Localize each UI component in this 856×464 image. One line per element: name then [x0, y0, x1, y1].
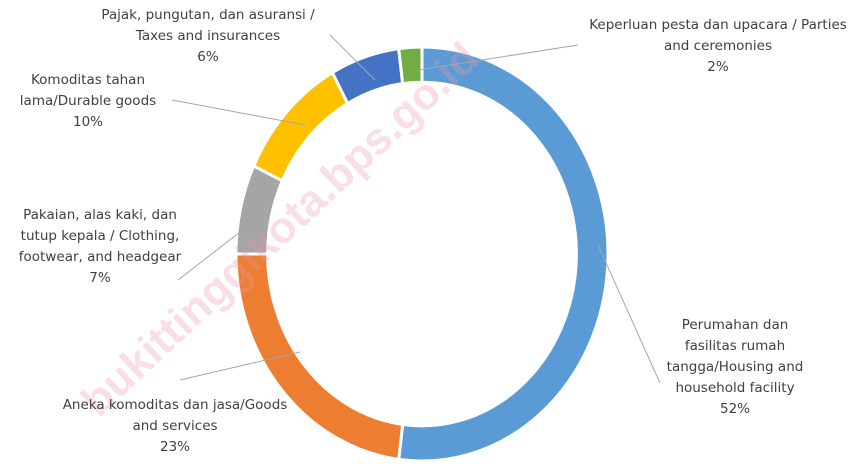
value-label: 2%: [707, 59, 729, 75]
value-label: 6%: [197, 49, 219, 65]
leader-line: [597, 244, 661, 384]
category-label: Komoditas tahan lama/Durable goods: [19, 72, 157, 109]
data-label: Komoditas tahan lama/Durable goods 10%: [3, 70, 173, 133]
category-label: Keperluan pesta dan upacara / Parties an…: [589, 17, 847, 54]
data-label: Perumahan dan fasilitas rumah tangga/Hou…: [655, 315, 815, 420]
category-label: Aneka komoditas dan jasa/Goods and servi…: [62, 397, 288, 434]
value-label: 52%: [719, 401, 750, 417]
category-label: Pakaian, alas kaki, dan tutup kepala / C…: [18, 207, 182, 265]
slice: [397, 45, 424, 86]
leader-line: [179, 351, 301, 381]
value-label: 10%: [72, 114, 103, 130]
leader-line: [171, 99, 306, 126]
leader-line: [417, 44, 579, 71]
leader-line: [329, 34, 376, 81]
value-label: 23%: [159, 439, 190, 455]
category-label: Perumahan dan fasilitas rumah tangga/Hou…: [666, 317, 804, 396]
data-label: Aneka komoditas dan jasa/Goods and servi…: [55, 395, 295, 458]
slice: [397, 45, 610, 463]
data-label: Pakaian, alas kaki, dan tutup kepala / C…: [5, 205, 195, 289]
data-label: Keperluan pesta dan upacara / Parties an…: [583, 15, 853, 78]
category-label: Pajak, pungutan, dan asuransi / Taxes an…: [101, 7, 315, 44]
data-label: Pajak, pungutan, dan asuransi / Taxes an…: [88, 5, 328, 68]
value-label: 7%: [89, 270, 111, 286]
leader-line: [177, 231, 241, 281]
